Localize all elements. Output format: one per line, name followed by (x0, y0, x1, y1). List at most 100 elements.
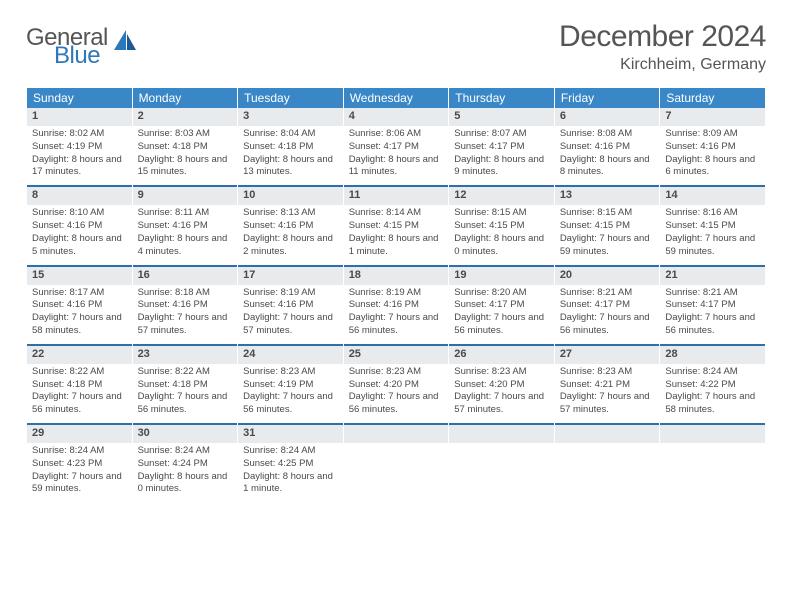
day-number: 26 (449, 346, 554, 364)
calendar-row: 8Sunrise: 8:10 AMSunset: 4:16 PMDaylight… (27, 185, 765, 264)
sunrise-line: Sunrise: 8:23 AM (243, 366, 338, 379)
day-number: 21 (660, 267, 765, 285)
day-details: Sunrise: 8:09 AMSunset: 4:16 PMDaylight:… (660, 126, 765, 179)
daylight-line: Daylight: 8 hours and 0 minutes. (138, 471, 233, 497)
sunset-line: Sunset: 4:18 PM (243, 141, 338, 154)
sunrise-line: Sunrise: 8:03 AM (138, 128, 233, 141)
sunrise-line: Sunrise: 8:22 AM (32, 366, 127, 379)
day-number: 31 (238, 425, 343, 443)
calendar-cell: 18Sunrise: 8:19 AMSunset: 4:16 PMDayligh… (344, 265, 449, 344)
weekday-header: Wednesday (344, 88, 449, 108)
sunset-line: Sunset: 4:16 PM (243, 299, 338, 312)
day-details: Sunrise: 8:24 AMSunset: 4:23 PMDaylight:… (27, 443, 132, 496)
sunrise-line: Sunrise: 8:19 AM (349, 287, 444, 300)
empty-day (555, 425, 660, 443)
day-details: Sunrise: 8:24 AMSunset: 4:24 PMDaylight:… (133, 443, 238, 496)
day-details: Sunrise: 8:16 AMSunset: 4:15 PMDaylight:… (660, 205, 765, 258)
day-details: Sunrise: 8:03 AMSunset: 4:18 PMDaylight:… (133, 126, 238, 179)
calendar-table: Sunday Monday Tuesday Wednesday Thursday… (26, 88, 766, 502)
daylight-line: Daylight: 8 hours and 11 minutes. (349, 154, 444, 180)
day-number: 10 (238, 187, 343, 205)
day-details: Sunrise: 8:11 AMSunset: 4:16 PMDaylight:… (133, 205, 238, 258)
sunrise-line: Sunrise: 8:20 AM (454, 287, 549, 300)
calendar-cell: 11Sunrise: 8:14 AMSunset: 4:15 PMDayligh… (344, 185, 449, 264)
day-number: 14 (660, 187, 765, 205)
daylight-line: Daylight: 8 hours and 8 minutes. (560, 154, 655, 180)
sunset-line: Sunset: 4:16 PM (138, 220, 233, 233)
day-details: Sunrise: 8:08 AMSunset: 4:16 PMDaylight:… (555, 126, 660, 179)
daylight-line: Daylight: 8 hours and 9 minutes. (454, 154, 549, 180)
day-number: 7 (660, 108, 765, 126)
daylight-line: Daylight: 7 hours and 56 minutes. (665, 312, 760, 338)
daylight-line: Daylight: 7 hours and 56 minutes. (349, 312, 444, 338)
sunset-line: Sunset: 4:24 PM (138, 458, 233, 471)
day-number: 19 (449, 267, 554, 285)
empty-day (660, 425, 765, 443)
brand-word-2: Blue (54, 44, 108, 68)
day-number: 29 (27, 425, 132, 443)
day-details: Sunrise: 8:21 AMSunset: 4:17 PMDaylight:… (555, 285, 660, 338)
day-details: Sunrise: 8:19 AMSunset: 4:16 PMDaylight:… (238, 285, 343, 338)
sunrise-line: Sunrise: 8:17 AM (32, 287, 127, 300)
sunset-line: Sunset: 4:20 PM (454, 379, 549, 392)
sunrise-line: Sunrise: 8:24 AM (665, 366, 760, 379)
day-details: Sunrise: 8:18 AMSunset: 4:16 PMDaylight:… (133, 285, 238, 338)
day-number: 16 (133, 267, 238, 285)
day-number: 28 (660, 346, 765, 364)
calendar-cell: 8Sunrise: 8:10 AMSunset: 4:16 PMDaylight… (27, 185, 132, 264)
sunset-line: Sunset: 4:17 PM (349, 141, 444, 154)
day-details: Sunrise: 8:23 AMSunset: 4:21 PMDaylight:… (555, 364, 660, 417)
day-number: 27 (555, 346, 660, 364)
sunrise-line: Sunrise: 8:09 AM (665, 128, 760, 141)
daylight-line: Daylight: 8 hours and 15 minutes. (138, 154, 233, 180)
sunset-line: Sunset: 4:15 PM (349, 220, 444, 233)
day-number: 18 (344, 267, 449, 285)
calendar-cell: 24Sunrise: 8:23 AMSunset: 4:19 PMDayligh… (238, 344, 343, 423)
brand-logo: General Blue (26, 20, 138, 68)
sunset-line: Sunset: 4:16 PM (665, 141, 760, 154)
sunset-line: Sunset: 4:19 PM (32, 141, 127, 154)
sunset-line: Sunset: 4:20 PM (349, 379, 444, 392)
sunrise-line: Sunrise: 8:07 AM (454, 128, 549, 141)
day-details: Sunrise: 8:23 AMSunset: 4:19 PMDaylight:… (238, 364, 343, 417)
calendar-cell: 29Sunrise: 8:24 AMSunset: 4:23 PMDayligh… (27, 423, 132, 502)
daylight-line: Daylight: 8 hours and 4 minutes. (138, 233, 233, 259)
empty-day (344, 425, 449, 443)
page-title: December 2024 (559, 20, 766, 54)
day-details: Sunrise: 8:22 AMSunset: 4:18 PMDaylight:… (27, 364, 132, 417)
weekday-header-row: Sunday Monday Tuesday Wednesday Thursday… (27, 88, 765, 108)
sunset-line: Sunset: 4:19 PM (243, 379, 338, 392)
calendar-cell: 16Sunrise: 8:18 AMSunset: 4:16 PMDayligh… (133, 265, 238, 344)
daylight-line: Daylight: 7 hours and 56 minutes. (349, 391, 444, 417)
calendar-cell: 1Sunrise: 8:02 AMSunset: 4:19 PMDaylight… (27, 108, 132, 185)
calendar-cell: 14Sunrise: 8:16 AMSunset: 4:15 PMDayligh… (660, 185, 765, 264)
day-number: 24 (238, 346, 343, 364)
calendar-cell: 25Sunrise: 8:23 AMSunset: 4:20 PMDayligh… (344, 344, 449, 423)
sunset-line: Sunset: 4:16 PM (32, 299, 127, 312)
daylight-line: Daylight: 8 hours and 13 minutes. (243, 154, 338, 180)
sunrise-line: Sunrise: 8:10 AM (32, 207, 127, 220)
day-details: Sunrise: 8:07 AMSunset: 4:17 PMDaylight:… (449, 126, 554, 179)
sunset-line: Sunset: 4:16 PM (560, 141, 655, 154)
sunset-line: Sunset: 4:21 PM (560, 379, 655, 392)
day-details: Sunrise: 8:24 AMSunset: 4:22 PMDaylight:… (660, 364, 765, 417)
day-number: 30 (133, 425, 238, 443)
sunset-line: Sunset: 4:18 PM (138, 141, 233, 154)
day-details: Sunrise: 8:04 AMSunset: 4:18 PMDaylight:… (238, 126, 343, 179)
daylight-line: Daylight: 8 hours and 6 minutes. (665, 154, 760, 180)
daylight-line: Daylight: 7 hours and 57 minutes. (243, 312, 338, 338)
day-details: Sunrise: 8:13 AMSunset: 4:16 PMDaylight:… (238, 205, 343, 258)
sunrise-line: Sunrise: 8:24 AM (243, 445, 338, 458)
daylight-line: Daylight: 7 hours and 56 minutes. (32, 391, 127, 417)
sunset-line: Sunset: 4:16 PM (138, 299, 233, 312)
calendar-cell: 5Sunrise: 8:07 AMSunset: 4:17 PMDaylight… (449, 108, 554, 185)
sunrise-line: Sunrise: 8:19 AM (243, 287, 338, 300)
calendar-cell (344, 423, 449, 502)
daylight-line: Daylight: 7 hours and 59 minutes. (32, 471, 127, 497)
daylight-line: Daylight: 7 hours and 58 minutes. (665, 391, 760, 417)
title-block: December 2024 Kirchheim, Germany (559, 20, 766, 74)
calendar-cell: 30Sunrise: 8:24 AMSunset: 4:24 PMDayligh… (133, 423, 238, 502)
day-details: Sunrise: 8:17 AMSunset: 4:16 PMDaylight:… (27, 285, 132, 338)
daylight-line: Daylight: 7 hours and 59 minutes. (560, 233, 655, 259)
sunset-line: Sunset: 4:17 PM (454, 299, 549, 312)
